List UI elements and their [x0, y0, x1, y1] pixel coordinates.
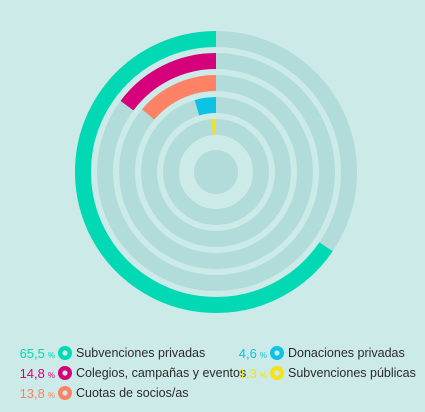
legend-value-unit: % — [259, 350, 267, 360]
legend-ring-icon — [58, 366, 72, 380]
legend-label: Cuotas de socios/as — [76, 386, 189, 400]
legend-ring-icon — [58, 346, 72, 360]
legend-label: Colegios, campañas y eventos — [76, 366, 247, 380]
legend-value: 4,6% — [230, 346, 270, 361]
legend-value-unit: % — [47, 370, 55, 380]
legend-value: 1,3% — [230, 366, 270, 381]
legend-value-number: 14,8 — [19, 365, 45, 381]
legend-ring-hole — [62, 350, 68, 356]
legend-ring-hole — [62, 390, 68, 396]
legend-value-number: 1,3 — [238, 365, 257, 381]
legend-ring-hole — [274, 370, 280, 376]
legend-value: 13,8% — [12, 386, 58, 401]
legend-ring-hole — [62, 370, 68, 376]
legend-item-subvenciones-privadas: 65,5% Subvenciones privadas — [12, 344, 206, 362]
center-disc — [194, 150, 238, 194]
arc-colegios-campañas-y-eventos — [120, 53, 217, 111]
legend-value-number: 13,8 — [19, 385, 45, 401]
legend-value: 65,5% — [12, 346, 58, 361]
arc-subvenciones-privadas — [75, 31, 333, 313]
legend-ring-icon — [270, 346, 284, 360]
arc-donaciones-privadas — [194, 97, 217, 116]
legend-value-unit: % — [47, 390, 55, 400]
legend-value: 14,8% — [12, 366, 58, 381]
legend-item-colegios: 14,8% Colegios, campañas y eventos — [12, 364, 247, 382]
legend-ring-icon — [58, 386, 72, 400]
radial-bar-chart-svg — [75, 31, 357, 313]
legend-value-number: 65,5 — [19, 345, 45, 361]
legend-ring-icon — [270, 366, 284, 380]
legend-item-subvenciones-publicas: 1,3% Subvenciones públicas — [230, 364, 416, 382]
legend-item-donaciones: 4,6% Donaciones privadas — [230, 344, 405, 362]
legend-label: Subvenciones privadas — [76, 346, 206, 360]
legend-value-unit: % — [47, 350, 55, 360]
chart-legend: 65,5% Subvenciones privadas 14,8% Colegi… — [0, 340, 425, 412]
legend-item-cuotas: 13,8% Cuotas de socios/as — [12, 384, 189, 402]
arc-cuotas-de-socios-as — [142, 75, 217, 120]
legend-label: Donaciones privadas — [288, 346, 405, 360]
legend-label: Subvenciones públicas — [288, 366, 416, 380]
radial-bar-chart — [75, 31, 357, 313]
legend-value-number: 4,6 — [238, 345, 257, 361]
legend-ring-hole — [274, 350, 280, 356]
legend-value-unit: % — [259, 370, 267, 380]
